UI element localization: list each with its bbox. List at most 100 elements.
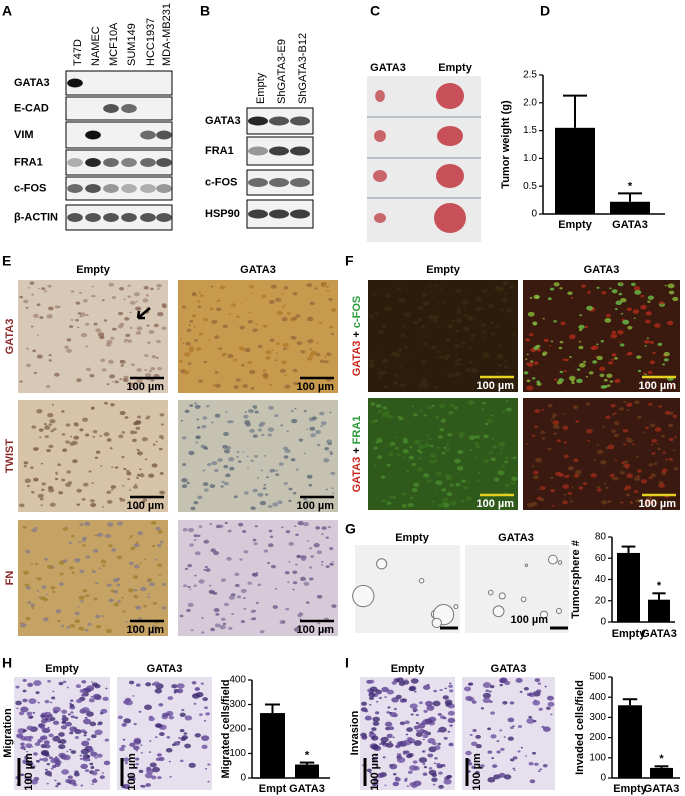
cell bbox=[148, 329, 155, 335]
cell bbox=[120, 596, 124, 599]
cell bbox=[456, 362, 462, 366]
cell bbox=[613, 433, 619, 438]
cell bbox=[42, 757, 49, 762]
cell bbox=[16, 707, 19, 710]
cell bbox=[133, 594, 139, 599]
cell bbox=[267, 561, 271, 564]
cell bbox=[585, 402, 591, 406]
cell bbox=[447, 730, 451, 733]
cell bbox=[45, 593, 48, 596]
cell bbox=[578, 345, 584, 350]
cell bbox=[22, 689, 27, 693]
cell bbox=[27, 286, 31, 289]
cell bbox=[126, 471, 132, 476]
cell bbox=[467, 400, 475, 405]
cell bbox=[481, 289, 488, 294]
panel-letter: H bbox=[2, 655, 12, 671]
cell bbox=[402, 504, 407, 508]
cell bbox=[485, 689, 490, 693]
cell bbox=[491, 757, 495, 760]
cell bbox=[41, 488, 45, 492]
cell bbox=[569, 355, 572, 358]
cell bbox=[417, 317, 423, 322]
cell bbox=[515, 677, 523, 683]
cell bbox=[198, 579, 205, 584]
cell bbox=[90, 751, 98, 757]
cell bbox=[568, 375, 576, 381]
micrograph bbox=[18, 400, 168, 512]
row-label: FRA1 bbox=[14, 156, 43, 168]
cell bbox=[248, 409, 255, 414]
cell bbox=[422, 772, 428, 776]
cell bbox=[292, 368, 298, 373]
cell bbox=[448, 684, 453, 688]
cell bbox=[534, 762, 539, 766]
cell bbox=[482, 692, 491, 699]
cell bbox=[575, 419, 580, 423]
cell bbox=[129, 535, 133, 538]
cell bbox=[210, 627, 216, 632]
cell bbox=[380, 736, 389, 743]
cell bbox=[194, 339, 199, 342]
cell bbox=[536, 348, 542, 352]
cell bbox=[394, 777, 401, 782]
cell bbox=[220, 617, 226, 621]
cell bbox=[44, 425, 51, 430]
cell bbox=[207, 763, 211, 766]
cell bbox=[25, 549, 31, 554]
cell bbox=[101, 368, 107, 372]
cell bbox=[26, 347, 30, 350]
cell bbox=[536, 689, 542, 693]
cell bbox=[361, 735, 368, 740]
cell bbox=[644, 344, 647, 347]
cell bbox=[542, 764, 548, 768]
cell bbox=[403, 700, 407, 703]
cell bbox=[81, 693, 86, 697]
cell bbox=[267, 433, 272, 437]
cell bbox=[480, 707, 485, 710]
cell bbox=[329, 452, 333, 455]
cell bbox=[123, 718, 132, 724]
cell bbox=[135, 306, 142, 311]
cell bbox=[567, 491, 572, 495]
cell bbox=[658, 483, 665, 488]
cell bbox=[151, 631, 154, 633]
cell bbox=[324, 447, 330, 451]
cell bbox=[56, 782, 61, 786]
scale-label: 100 µm bbox=[510, 614, 548, 626]
cell bbox=[651, 452, 656, 455]
cell bbox=[499, 381, 504, 384]
cell bbox=[300, 349, 306, 354]
cell bbox=[596, 488, 602, 492]
cell bbox=[535, 457, 543, 463]
x-tick-label: Empty bbox=[613, 783, 648, 795]
cell bbox=[140, 751, 144, 754]
cell bbox=[27, 601, 32, 604]
row-label: HSP90 bbox=[205, 208, 240, 220]
cell bbox=[319, 411, 325, 416]
cell bbox=[541, 409, 545, 411]
cell bbox=[298, 612, 302, 615]
cell bbox=[141, 500, 146, 504]
cell bbox=[38, 428, 44, 432]
cell bbox=[318, 321, 323, 325]
cell bbox=[66, 626, 70, 629]
cell bbox=[302, 521, 309, 527]
row-label: GATA3 bbox=[14, 77, 50, 89]
cell bbox=[113, 602, 120, 607]
cell bbox=[194, 402, 198, 405]
cell bbox=[188, 450, 195, 456]
cell bbox=[127, 339, 133, 343]
cell bbox=[95, 614, 101, 619]
cell bbox=[70, 318, 74, 321]
cell bbox=[444, 699, 453, 706]
cell bbox=[527, 692, 532, 697]
cell bbox=[413, 320, 419, 325]
x-tick-label: Empty bbox=[558, 219, 593, 231]
cell bbox=[30, 325, 34, 328]
cell bbox=[187, 564, 193, 568]
cell bbox=[292, 570, 298, 574]
cell bbox=[196, 426, 201, 429]
cell bbox=[238, 346, 245, 351]
cell bbox=[283, 455, 289, 459]
